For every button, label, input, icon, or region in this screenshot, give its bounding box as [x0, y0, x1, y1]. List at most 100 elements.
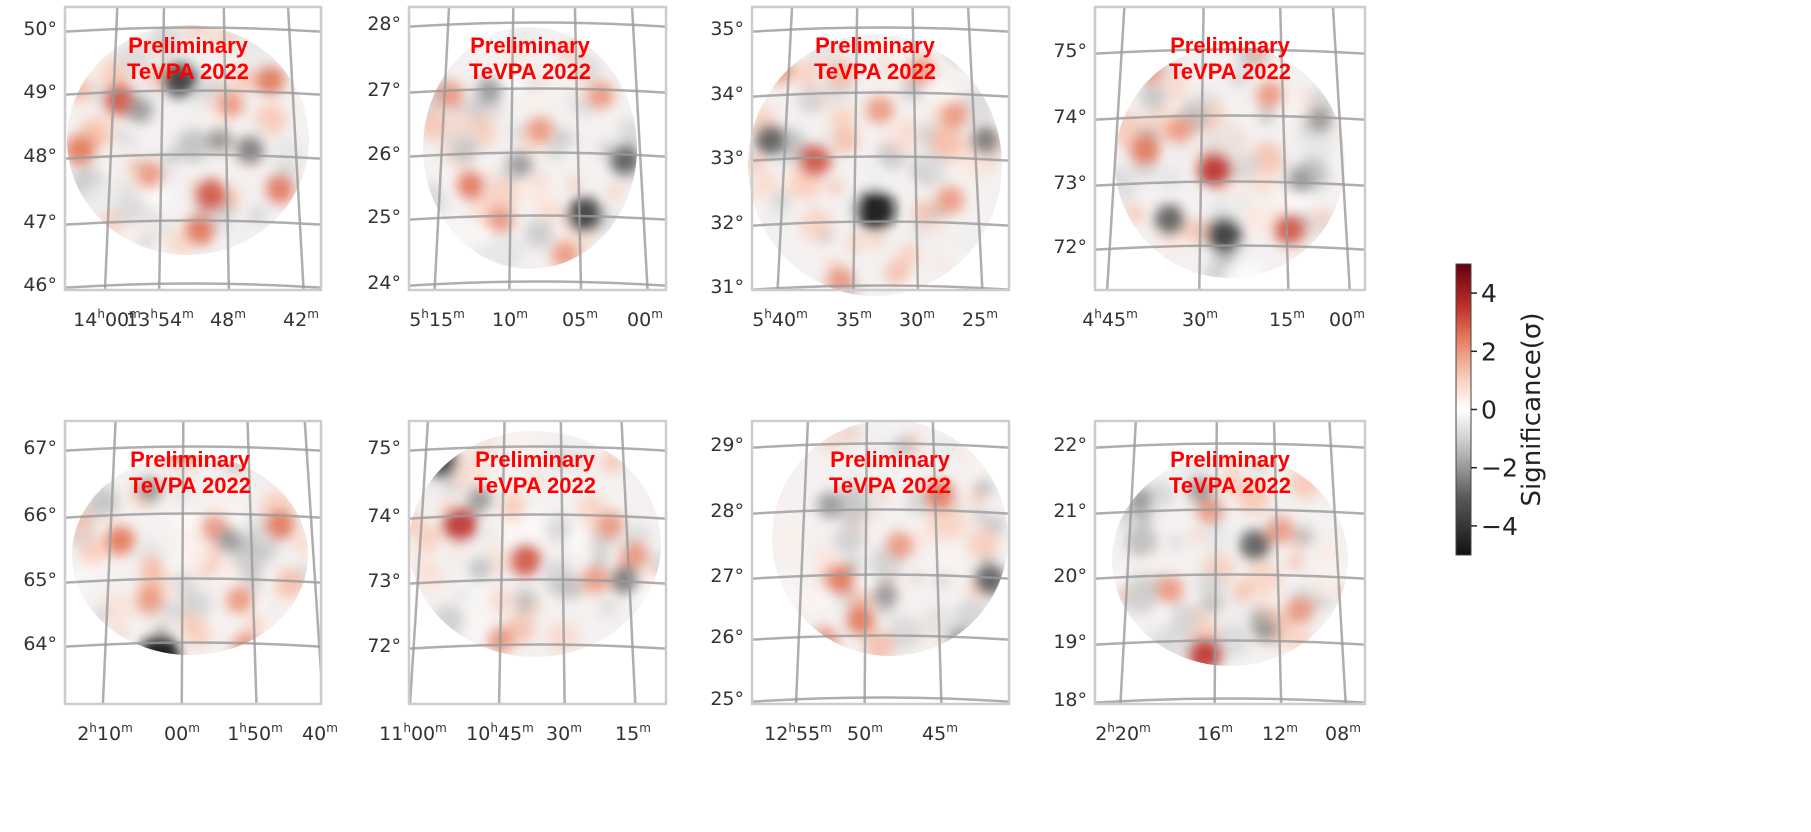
ra-gridline	[497, 421, 506, 704]
dec-tick-label: 35°	[710, 18, 744, 40]
fluctuation-blob	[901, 79, 923, 100]
ra-gridline	[286, 7, 305, 290]
dec-tick-label: 50°	[23, 18, 57, 40]
ra-gridline	[1213, 421, 1219, 704]
ra-tick-label: 12h55m	[764, 721, 832, 745]
fluctuation-blob	[1184, 218, 1210, 244]
fluctuation-blob	[268, 604, 282, 617]
fluctuation-blob	[566, 177, 580, 191]
excess-hotspot	[798, 143, 832, 177]
preliminary-watermark: Preliminary TeVPA 2022	[1169, 33, 1291, 84]
deficit-spot	[207, 127, 233, 153]
dec-tick-label: 49°	[23, 81, 57, 103]
ra-gridline	[409, 421, 430, 704]
fluctuation-blob	[799, 208, 833, 241]
dec-tick-label: 74°	[367, 505, 401, 527]
fluctuation-blob	[163, 150, 179, 165]
fluctuation-blob	[884, 259, 911, 286]
fluctuation-blob	[272, 567, 305, 600]
fluctuation-blob	[1166, 603, 1203, 639]
fluctuation-blob	[467, 557, 493, 582]
ra-tick-label: 00m	[164, 721, 200, 745]
dec-tick-label: 27°	[710, 565, 744, 587]
fluctuation-blob	[1315, 215, 1331, 231]
dec-gridline	[1095, 180, 1365, 187]
fluctuation-blob	[967, 527, 1000, 560]
deficit-spot	[1154, 204, 1186, 236]
dec-gridline	[65, 153, 321, 160]
fluctuation-blob	[255, 471, 272, 489]
excess-hotspot	[1256, 81, 1284, 109]
colorbar-tick-label: 4	[1481, 279, 1497, 308]
dec-gridline	[65, 26, 321, 33]
fluctuation-blob	[879, 125, 892, 138]
dec-tick-label: 72°	[367, 635, 401, 657]
dec-tick-label: 34°	[710, 83, 744, 105]
dec-gridline	[1095, 697, 1365, 704]
ra-tick-label: 13h54m	[126, 307, 194, 331]
fluctuation-blob	[451, 112, 474, 135]
fluctuation-blob	[831, 126, 859, 154]
fluctuation-blob	[825, 253, 840, 268]
fluctuation-blob	[574, 57, 601, 83]
ra-gridline	[966, 7, 984, 290]
dec-gridline	[65, 577, 321, 584]
ra-gridline	[1272, 421, 1283, 704]
excess-hotspot	[254, 64, 286, 96]
fluctuation-blob	[461, 585, 491, 614]
ra-gridline	[776, 7, 794, 290]
dec-tick-label: 21°	[1053, 500, 1087, 522]
dec-tick-label: 28°	[367, 13, 401, 35]
fluctuation-blob	[592, 551, 608, 567]
fluctuation-blob	[117, 41, 152, 75]
excess-hotspot	[104, 524, 136, 556]
ra-tick-label: 15m	[615, 721, 651, 745]
fluctuation-blob	[113, 191, 147, 225]
fluctuation-blob	[1207, 123, 1243, 159]
panel-frame	[407, 5, 668, 292]
fluctuation-blob	[889, 129, 916, 156]
excess-hotspot	[526, 116, 554, 144]
panel-frame	[1093, 419, 1367, 706]
ra-gridline	[1331, 7, 1352, 290]
fluctuation-blob	[528, 471, 545, 489]
fluctuation-blob	[1140, 83, 1168, 111]
colorbar-gradient	[1455, 263, 1472, 556]
deficit-spot	[949, 34, 981, 61]
deficit-spot	[970, 125, 1000, 155]
dec-gridline	[752, 91, 1009, 98]
fluctuation-blob	[967, 458, 989, 480]
dec-tick-label: 33°	[710, 147, 744, 169]
fluctuation-blob	[1237, 481, 1270, 514]
ra-gridline	[1278, 7, 1290, 290]
dec-gridline	[409, 445, 666, 452]
excess-hotspot	[1129, 134, 1161, 166]
preliminary-watermark: Preliminary TeVPA 2022	[129, 447, 251, 498]
excess-hotspot	[596, 511, 624, 539]
dec-gridline	[752, 634, 1009, 641]
deficit-spot	[854, 189, 896, 231]
fluctuation-blob	[986, 515, 1005, 535]
ra-tick-label: 5h40m	[752, 307, 808, 331]
fluctuation-blob	[1134, 508, 1153, 527]
ra-tick-label: 48m	[210, 307, 246, 331]
ra-gridline	[630, 7, 649, 290]
dec-gridline	[752, 442, 1009, 449]
dec-gridline	[65, 445, 321, 452]
fluctuation-blob	[617, 119, 637, 146]
dec-tick-label: 46°	[23, 274, 57, 296]
deficit-spot	[162, 62, 198, 98]
fluctuation-blob	[910, 220, 930, 240]
deficit-spot	[507, 152, 533, 178]
excess-hotspot	[1286, 596, 1314, 624]
deficit-spot	[426, 666, 455, 695]
fluctuation-blob	[1194, 192, 1217, 215]
fluctuation-blob	[1196, 570, 1227, 600]
panel-frame	[750, 419, 1011, 706]
fluctuation-blob	[827, 178, 844, 195]
dec-tick-label: 28°	[710, 500, 744, 522]
dec-tick-label: 20°	[1053, 565, 1087, 587]
excess-hotspot	[551, 241, 579, 269]
fluctuation-blob	[931, 434, 961, 464]
